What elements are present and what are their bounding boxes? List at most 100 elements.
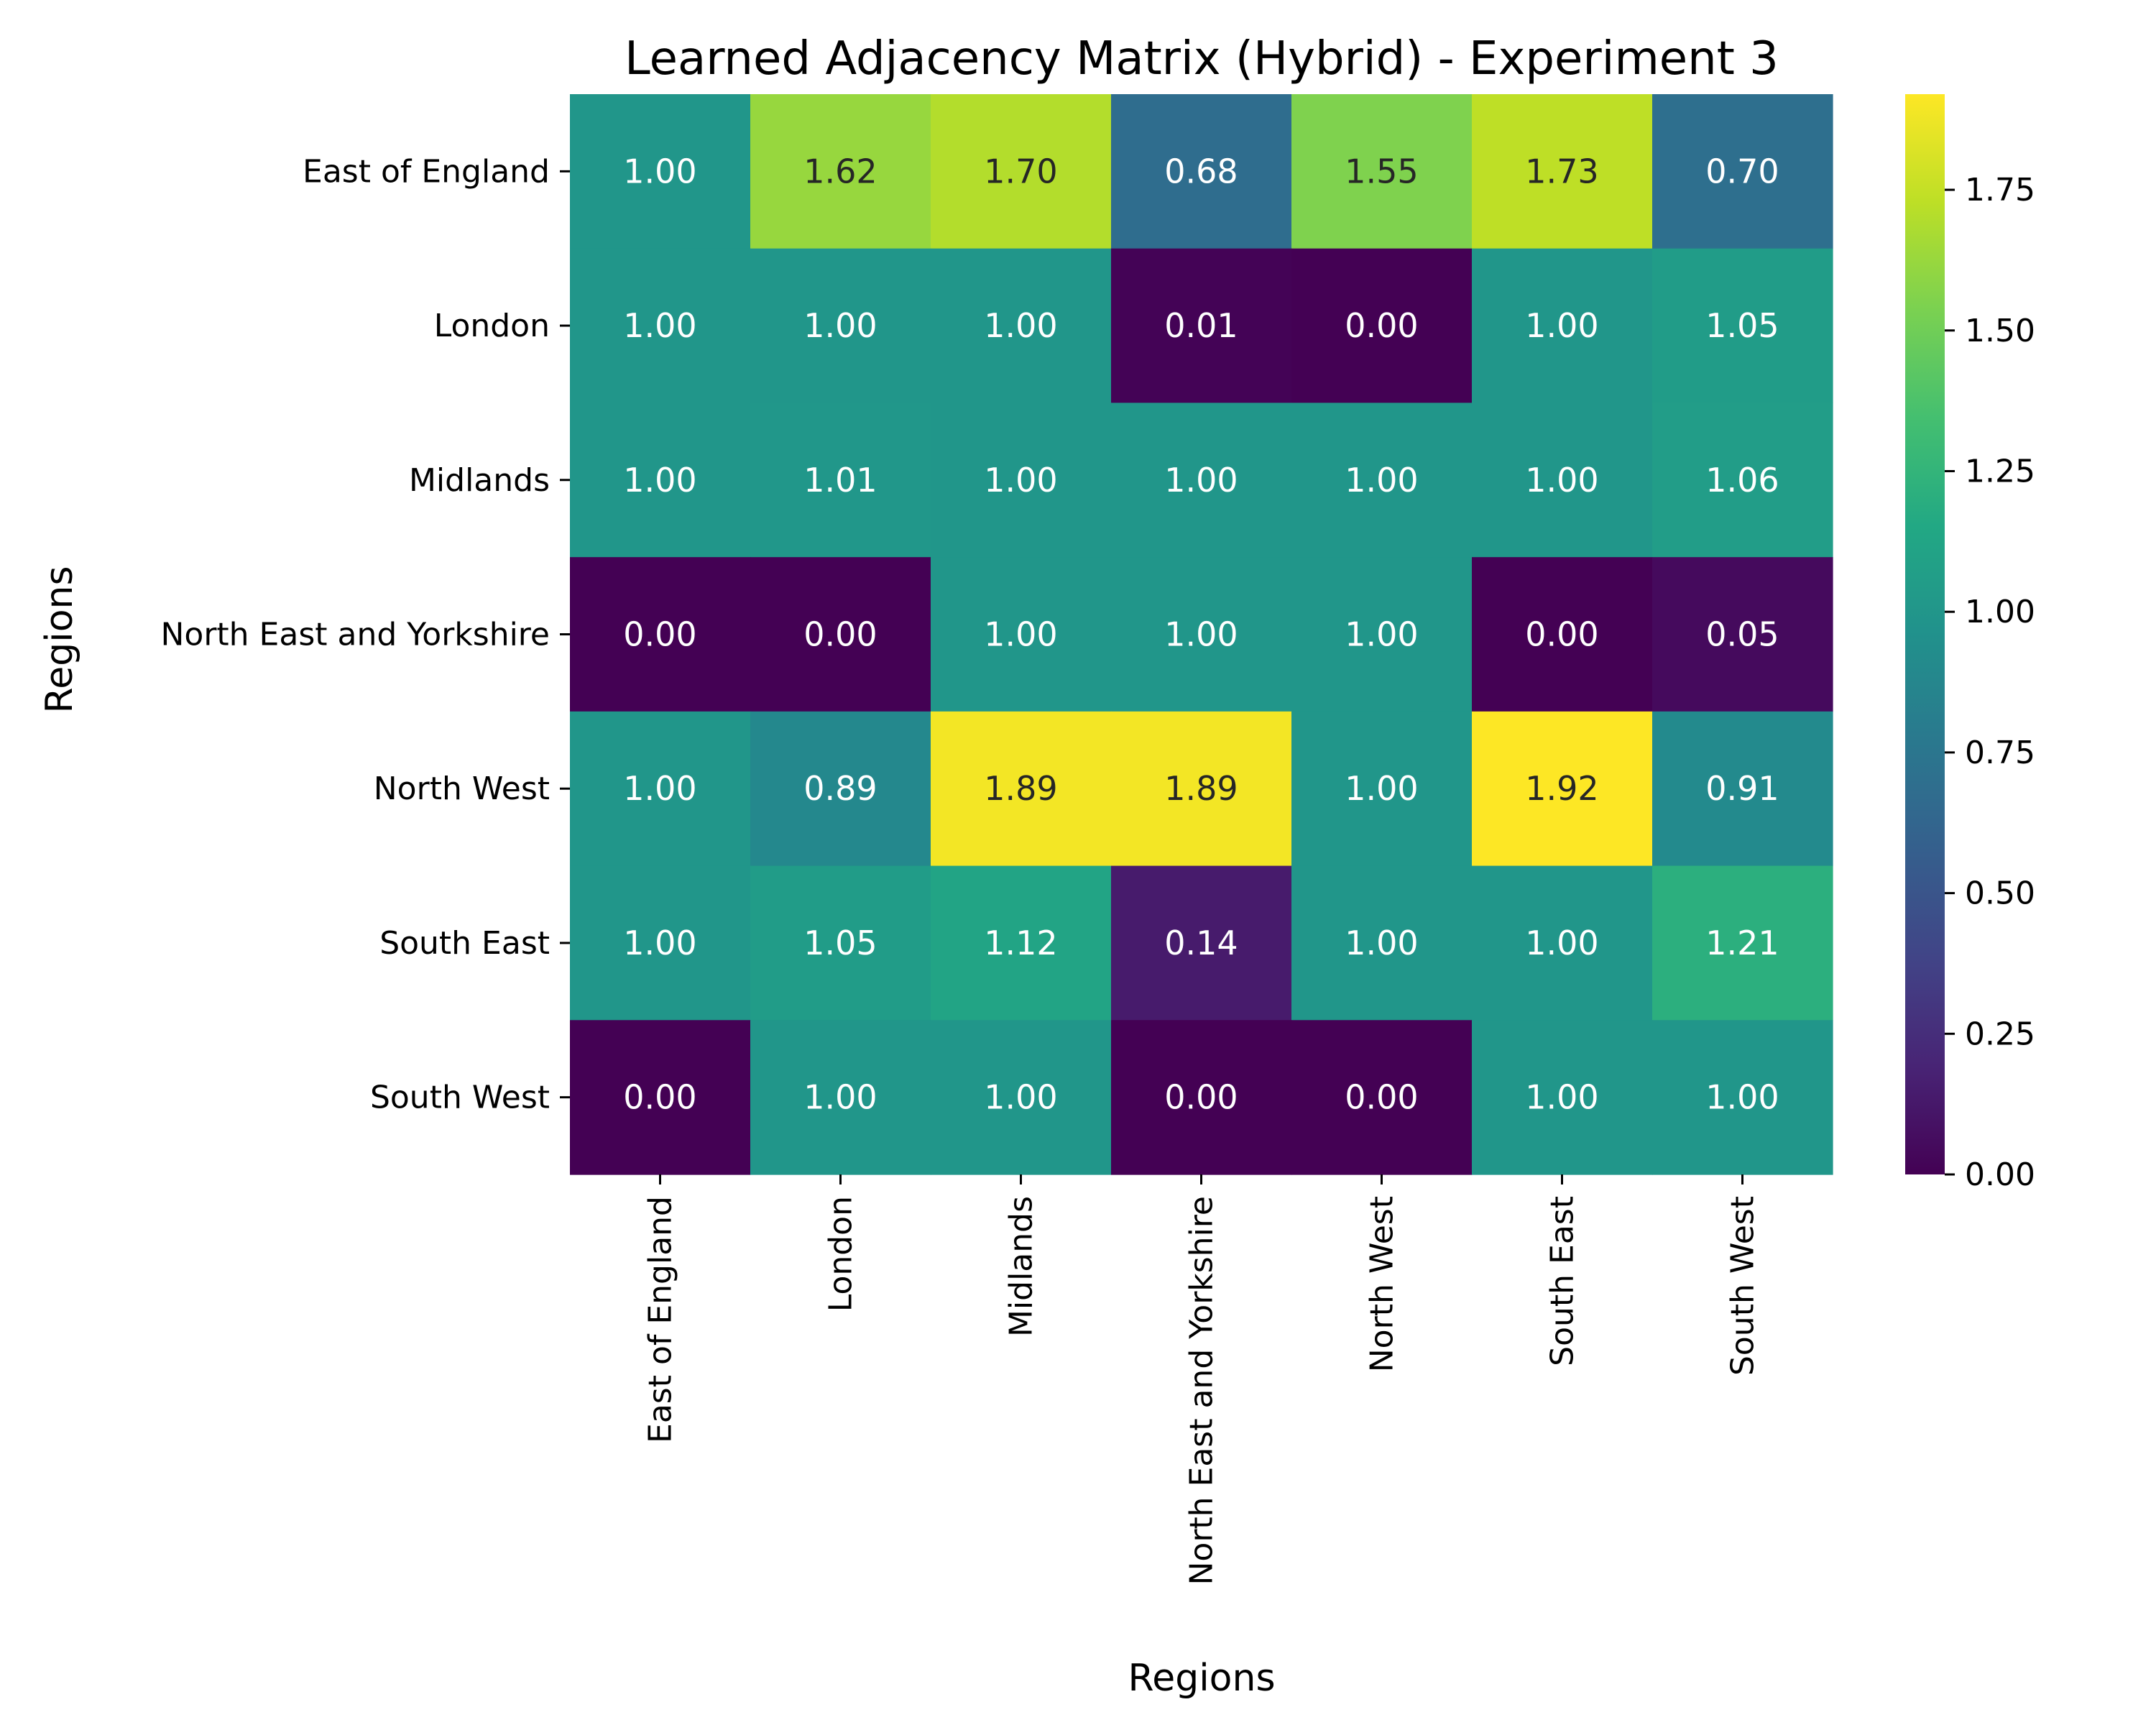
heatmap-cell (931, 94, 1112, 249)
x-axis-label: Regions (1128, 1657, 1275, 1700)
colorbar-tick-label: 0.25 (1965, 1016, 2035, 1052)
cell-value-label: 1.00 (984, 1078, 1057, 1117)
cell-value-label: 1.92 (1525, 769, 1598, 808)
heatmap-cell (1652, 557, 1833, 712)
heatmap-cell (570, 402, 751, 558)
cell-value-label: 1.00 (623, 924, 696, 962)
cell-value-label: 1.00 (1164, 615, 1238, 654)
cell-value-label: 1.01 (803, 461, 877, 500)
heatmap-cell (750, 711, 931, 867)
heatmap-cell (1111, 248, 1292, 404)
heatmap-cell (931, 557, 1112, 712)
cell-value-label: 0.68 (1164, 152, 1238, 190)
cell-value-label: 1.00 (623, 461, 696, 500)
heatmap-cell (750, 248, 931, 404)
cell-value-label: 0.00 (623, 1078, 696, 1117)
cell-value-label: 1.00 (1525, 461, 1598, 500)
heatmap-cell (570, 94, 751, 249)
cell-value-label: 1.00 (623, 306, 696, 345)
heatmap-cell (1652, 402, 1833, 558)
cell-value-label: 0.00 (803, 615, 877, 654)
cell-value-label: 1.00 (623, 152, 696, 190)
cell-value-label: 0.00 (1164, 1078, 1238, 1117)
heatmap-cell (1111, 865, 1292, 1021)
heatmap-cell (570, 248, 751, 404)
heatmap-cell (1652, 711, 1833, 867)
cell-value-label: 1.00 (1345, 769, 1418, 808)
cell-value-label: 0.00 (1525, 615, 1598, 654)
cell-value-label: 0.89 (803, 769, 877, 808)
cell-value-label: 1.21 (1705, 924, 1779, 962)
y-tick-label: East of England (303, 153, 550, 190)
heatmap-cell (750, 865, 931, 1021)
heatmap-cell (1291, 557, 1473, 712)
cell-value-label: 1.70 (984, 152, 1057, 190)
x-tick-label: North West (1364, 1196, 1401, 1372)
y-tick-label: North East and Yorkshire (161, 617, 550, 653)
chart-title: Learned Adjacency Matrix (Hybrid) - Expe… (625, 32, 1779, 86)
cell-value-label: 1.05 (803, 924, 877, 962)
heatmap-cell (1291, 248, 1473, 404)
cell-value-label: 1.00 (1525, 924, 1598, 962)
heatmap-cells (570, 94, 1833, 1175)
colorbar-tick-label: 1.25 (1965, 453, 2035, 489)
cell-value-label: 0.00 (1345, 306, 1418, 345)
heatmap-cell (1472, 1020, 1653, 1175)
heatmap-cell (570, 865, 751, 1021)
heatmap-cell (931, 1020, 1112, 1175)
heatmap-cell (1111, 94, 1292, 249)
cell-value-label: 1.00 (984, 461, 1057, 500)
heatmap-cell (931, 402, 1112, 558)
x-tick-label: Midlands (1003, 1196, 1040, 1337)
y-tick-label: Midlands (409, 462, 550, 499)
heatmap-cell (1652, 1020, 1833, 1175)
x-tick-label: East of England (642, 1196, 679, 1443)
heatmap-cell (1472, 711, 1653, 867)
cell-value-label: 0.91 (1705, 769, 1779, 808)
heatmap-cell (570, 711, 751, 867)
y-axis: East of England London Midlands North East … (161, 153, 570, 1116)
colorbar-tick-label: 0.50 (1965, 875, 2035, 912)
heatmap-cell (931, 865, 1112, 1021)
colorbar-tick-label: 0.75 (1965, 735, 2035, 771)
cell-value-label: 1.00 (1525, 1078, 1598, 1117)
heatmap-cell (1472, 402, 1653, 558)
heatmap-cell (1291, 1020, 1473, 1175)
heatmap-cell (1652, 94, 1833, 249)
heatmap-cell (1291, 402, 1473, 558)
cell-value-label: 0.00 (1345, 1078, 1418, 1117)
colorbar-tick-label: 1.75 (1965, 172, 2035, 208)
cell-value-label: 0.05 (1705, 615, 1779, 654)
y-axis-label: Regions (38, 566, 81, 713)
y-tick-label: South West (370, 1080, 550, 1116)
heatmap-cell (1291, 94, 1473, 249)
heatmap-cell (1111, 402, 1292, 558)
heatmap-cell (750, 1020, 931, 1175)
heatmap-cell (1472, 865, 1653, 1021)
heatmap-cell (1111, 711, 1292, 867)
heatmap-cell (931, 711, 1112, 867)
cell-value-label: 1.05 (1705, 306, 1779, 345)
heatmap-cell (1291, 865, 1473, 1021)
cell-value-label: 1.00 (1525, 306, 1598, 345)
cell-value-label: 1.00 (803, 306, 877, 345)
heatmap-cell (1111, 557, 1292, 712)
x-tick-label: London (823, 1196, 860, 1312)
x-tick-label: South East (1544, 1196, 1581, 1366)
heatmap-cell (570, 1020, 751, 1175)
colorbar-axis: 0.00 0.25 0.50 0.75 1.00 1.25 1.50 1.75 (1945, 172, 2035, 1193)
heatmap-cell (1291, 711, 1473, 867)
y-tick-label: London (434, 308, 550, 344)
cell-value-label: 1.00 (984, 306, 1057, 345)
heatmap-cell (1472, 557, 1653, 712)
colorbar (1905, 94, 1945, 1174)
cell-value-label: 1.89 (1164, 769, 1238, 808)
colorbar-tick-label: 1.00 (1965, 594, 2035, 630)
cell-value-label: 0.70 (1705, 152, 1779, 190)
cell-value-label: 1.73 (1525, 152, 1598, 190)
cell-value-label: 1.06 (1705, 461, 1779, 500)
heatmap-cell (750, 94, 931, 249)
heatmap-cell (570, 557, 751, 712)
cell-value-labels: 1.00 1.62 1.70 0.68 1.55 1.73 0.70 1.00 1.00 1.00… (623, 152, 1779, 1116)
